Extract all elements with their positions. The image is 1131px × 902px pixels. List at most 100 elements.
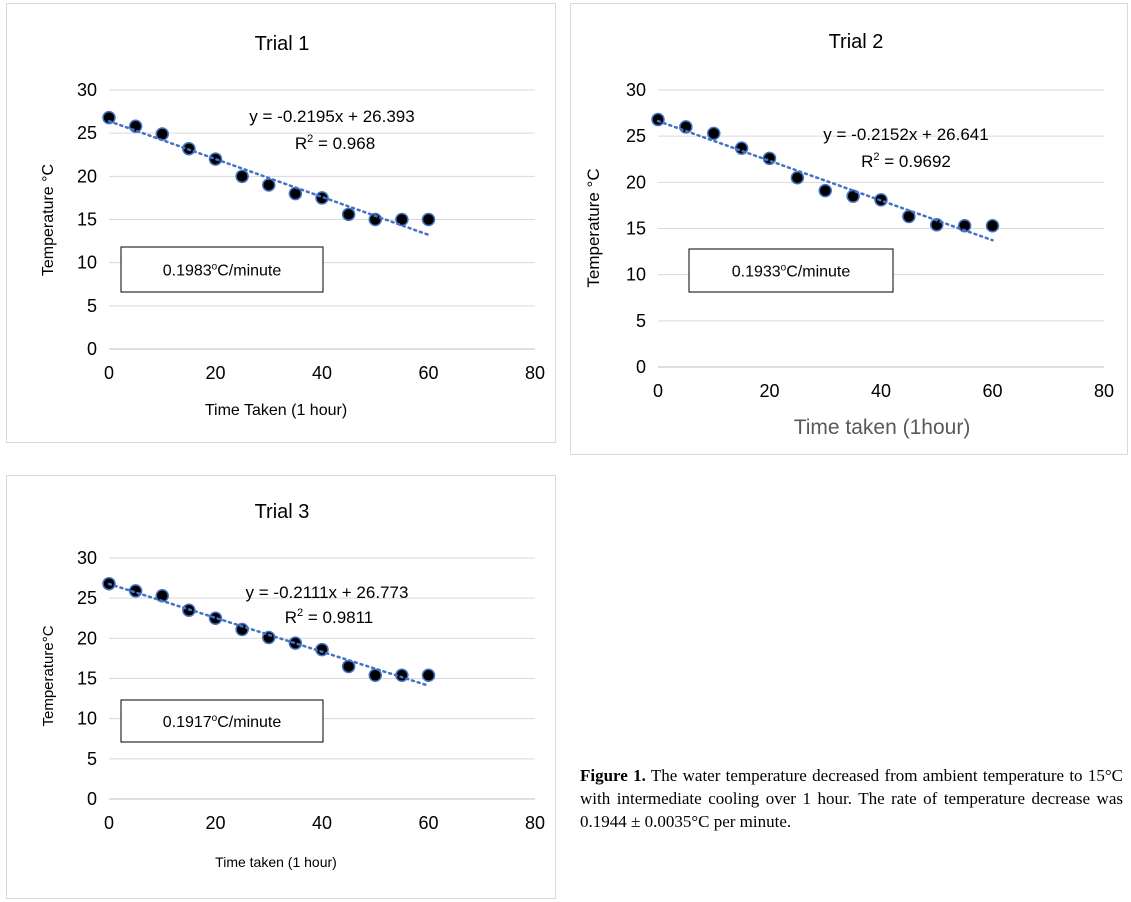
y-axis-label: Temperature °C (40, 164, 57, 276)
y-axis-label: Temperature°C (40, 625, 57, 726)
data-point (288, 636, 303, 650)
rate-box (688, 248, 894, 293)
rate-degree-sup: o (781, 263, 787, 274)
r-squared-prefix: R (861, 152, 873, 171)
y-tick-label: 20 (77, 166, 97, 186)
x-axis-label: Time taken (1hour) (794, 416, 971, 439)
data-point (341, 207, 356, 222)
y-tick-label: 15 (77, 669, 97, 689)
rate-label: 0.1917oC/minute (163, 713, 282, 731)
data-point (128, 119, 143, 134)
trendline (107, 582, 430, 687)
chart-svg: Trial 3 0 5 10 15 20 25 30 0 20 40 60 80 Time taken (… (40, 501, 545, 870)
x-axis-label: Time Taken (1 hour) (205, 402, 347, 419)
trendline-equation: y = -0.2152x + 26.641 (823, 125, 988, 144)
y-tick-label: 30 (77, 80, 97, 100)
x-tick-label: 0 (104, 813, 114, 833)
y-tick-label: 10 (626, 265, 646, 285)
rate-label: 0.1983oC/minute (163, 262, 282, 280)
data-point (288, 186, 303, 201)
rate-number: 0.1917 (163, 714, 212, 731)
data-point (790, 170, 805, 185)
r-squared-value: = 0.968 (313, 134, 375, 153)
data-point (235, 169, 249, 184)
data-point (651, 112, 665, 127)
chart-panel-trial-2: Trial 2 0 5 10 15 20 25 30 0 20 40 60 80 Time taken (… (570, 3, 1128, 455)
x-tick-label: 60 (982, 381, 1002, 401)
y-tick-label: 30 (626, 80, 646, 100)
y-tick-label: 0 (87, 339, 97, 359)
r-squared-label: R2 = 0.9811 (285, 607, 374, 627)
x-tick-label: 0 (653, 381, 663, 401)
x-tick-label: 40 (312, 813, 332, 833)
x-tick-label: 80 (525, 813, 545, 833)
x-tick-label: 60 (418, 813, 438, 833)
chart-panel-trial-3: Trial 3 0 5 10 15 20 25 30 0 20 40 60 80 Time taken (… (6, 475, 556, 899)
figure-caption-text: The water temperature decreased from amb… (580, 766, 1123, 831)
y-tick-label: 5 (636, 311, 646, 331)
rate-unit: C/minute (217, 263, 281, 280)
data-point (957, 218, 972, 233)
y-tick-label: 30 (77, 548, 97, 568)
data-point (368, 212, 382, 227)
trendline (656, 119, 994, 242)
chart-panel-trial-1: Trial 1 0 5 10 15 20 25 30 0 20 40 60 80 Time Taken (… (6, 3, 556, 443)
y-tick-label: 10 (77, 253, 97, 273)
chart-title: Trial 2 (829, 31, 884, 53)
data-point (102, 110, 116, 125)
y-tick-label: 25 (626, 126, 646, 146)
trendline (107, 119, 430, 237)
rate-unit: C/minute (786, 264, 850, 281)
data-point (341, 659, 356, 674)
y-tick-label: 25 (77, 123, 97, 143)
data-point (818, 183, 832, 198)
y-tick-label: 20 (77, 628, 97, 648)
data-point (707, 126, 721, 141)
data-point (421, 668, 436, 683)
rate-box (120, 246, 324, 293)
x-tick-label: 40 (312, 363, 332, 383)
data-point (208, 611, 223, 625)
figure-caption-label: Figure 1. (580, 766, 646, 785)
chart-title: Trial 1 (255, 33, 310, 55)
trendline-equation: y = -0.2111x + 26.773 (246, 583, 409, 602)
r-squared-sup: 2 (307, 133, 313, 145)
data-point (155, 127, 169, 141)
x-tick-label: 80 (525, 363, 545, 383)
r-squared-label: R2 = 0.968 (295, 133, 375, 153)
rate-degree-sup: o (212, 713, 218, 724)
y-tick-label: 10 (77, 709, 97, 729)
r-squared-sup: 2 (297, 607, 303, 619)
data-point (421, 212, 436, 227)
rate-number: 0.1933 (732, 264, 781, 281)
rate-degree-sup: o (212, 262, 218, 273)
data-point (985, 218, 1000, 233)
r-squared-sup: 2 (873, 151, 879, 163)
y-tick-label: 15 (77, 210, 97, 230)
x-tick-label: 20 (205, 363, 225, 383)
r-squared-prefix: R (285, 608, 297, 627)
y-axis-label: Temperature °C (584, 168, 603, 287)
r-squared-value: = 0.9692 (880, 152, 951, 171)
r-squared-prefix: R (295, 134, 307, 153)
x-tick-label: 20 (759, 381, 779, 401)
x-tick-label: 20 (205, 813, 225, 833)
x-tick-label: 40 (871, 381, 891, 401)
data-point (368, 668, 382, 683)
trendline-equation: y = -0.2195x + 26.393 (249, 107, 414, 126)
rate-number: 0.1983 (163, 263, 212, 280)
rate-unit: C/minute (217, 714, 281, 731)
rate-label: 0.1933oC/minute (732, 263, 851, 281)
x-tick-label: 0 (104, 363, 114, 383)
y-tick-label: 5 (87, 296, 97, 316)
chart-svg: Trial 1 0 5 10 15 20 25 30 0 20 40 60 80 Time Taken (… (40, 33, 545, 419)
chart-svg: Trial 2 0 5 10 15 20 25 30 0 20 40 60 80 Time taken (… (584, 31, 1114, 439)
x-axis-label: Time taken (1 hour) (215, 854, 337, 870)
r-squared-label: R2 = 0.9692 (861, 151, 951, 171)
y-tick-label: 15 (626, 219, 646, 239)
y-tick-label: 5 (87, 749, 97, 769)
figure-caption: Figure 1. The water temperature decrease… (580, 764, 1123, 833)
chart-title: Trial 3 (255, 501, 310, 523)
y-tick-label: 20 (626, 172, 646, 192)
y-tick-label: 0 (636, 357, 646, 377)
